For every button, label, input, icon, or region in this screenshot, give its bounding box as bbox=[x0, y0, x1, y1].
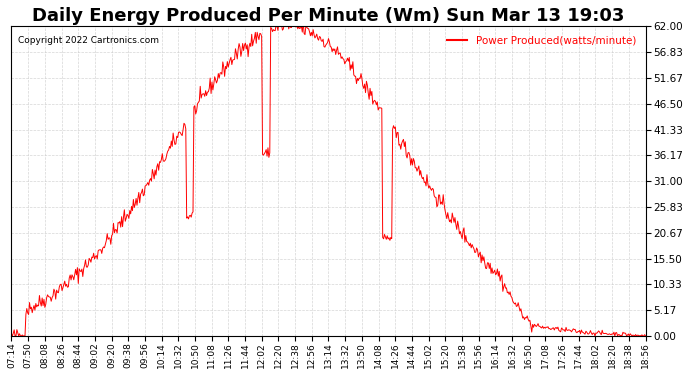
Title: Daily Energy Produced Per Minute (Wm) Sun Mar 13 19:03: Daily Energy Produced Per Minute (Wm) Su… bbox=[32, 7, 624, 25]
Legend: Power Produced(watts/minute): Power Produced(watts/minute) bbox=[442, 32, 640, 50]
Text: Copyright 2022 Cartronics.com: Copyright 2022 Cartronics.com bbox=[18, 36, 159, 45]
